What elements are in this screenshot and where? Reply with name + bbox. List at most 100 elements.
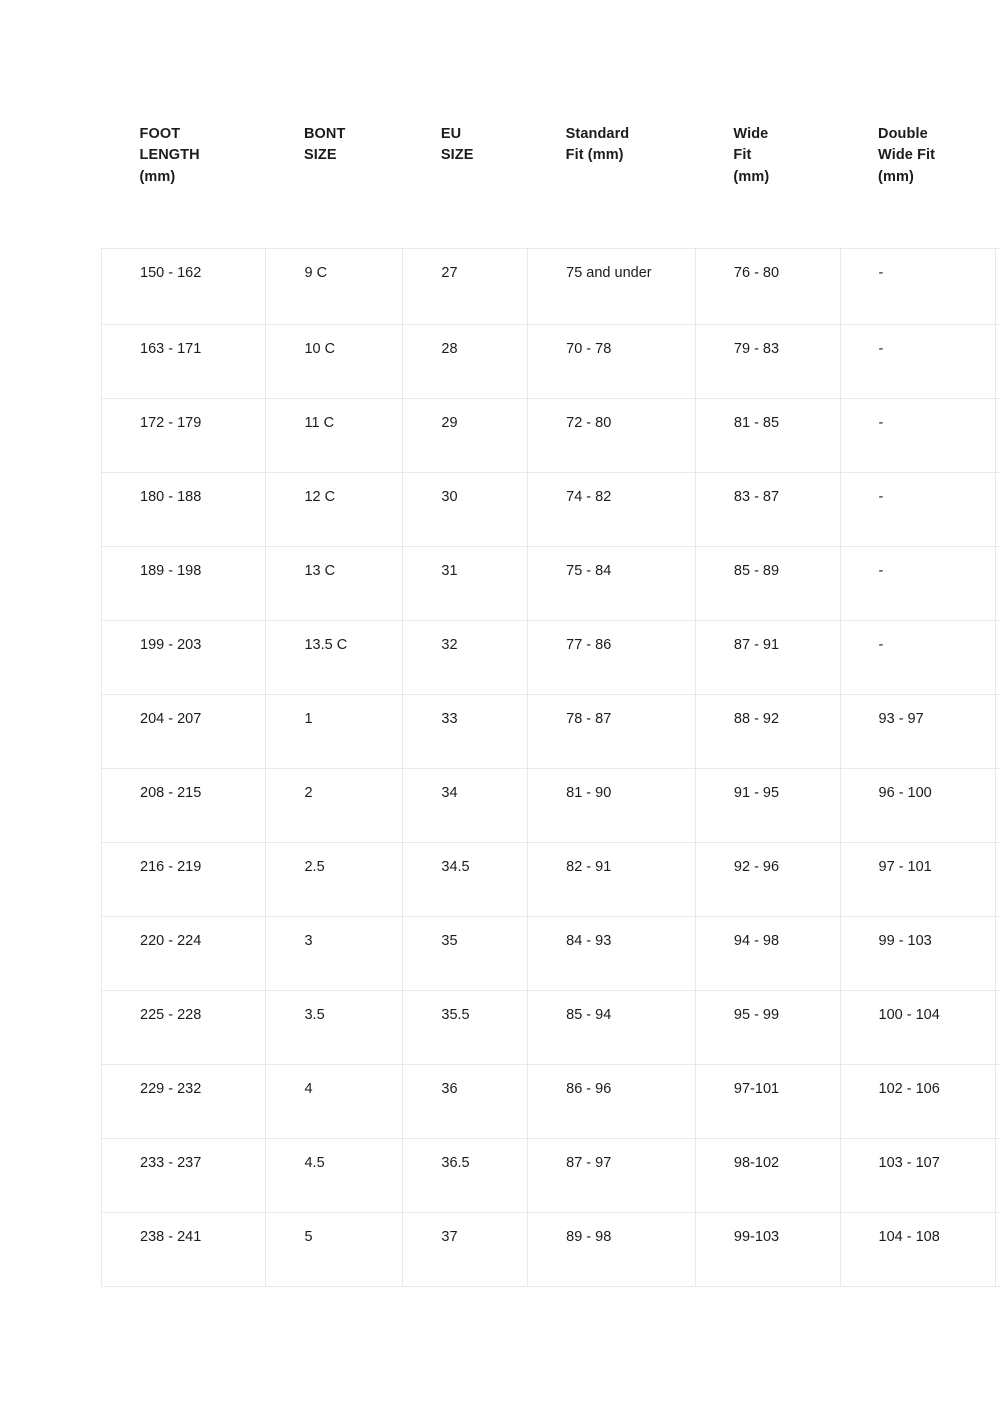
cell-foot_length: 233 - 237 <box>101 1138 267 1213</box>
column-header-line: BONT <box>303 126 346 142</box>
cell-standard_fit: 89 - 98 <box>527 1212 696 1287</box>
cell-bont_size: 3 <box>265 916 404 991</box>
cell-foot_length: 216 - 219 <box>101 842 267 917</box>
cell-narrow_fit: 72 - 76 <box>995 620 1000 695</box>
cell-double_wide_fit: 97 - 101 <box>839 842 997 917</box>
cell-foot_length: 229 - 232 <box>101 1064 267 1139</box>
cell-foot_length: 199 - 203 <box>101 620 267 695</box>
cell-bont_size: 2 <box>265 768 404 843</box>
column-header-narrow-fit: NarrowFit (mm) <box>995 110 1000 249</box>
size-chart-table: FOOT LENGTH (mm) BONT SIZE EU SIZE Standard F… <box>101 110 1000 1287</box>
cell-standard_fit: 86 - 96 <box>527 1064 696 1139</box>
cell-narrow_fit: 68 - 71 <box>995 398 1000 473</box>
cell-narrow_fit: 69 and under <box>995 324 1000 399</box>
column-header-wide-fit: Wide Fit (mm) <box>695 110 841 249</box>
cell-double_wide_fit: - <box>839 546 997 621</box>
header-row: FOOT LENGTH (mm) BONT SIZE EU SIZE Standard F… <box>101 110 1000 249</box>
cell-double_wide_fit: 104 - 108 <box>839 1212 997 1287</box>
cell-foot_length: 238 - 241 <box>101 1212 267 1287</box>
cell-eu_size: 34 <box>402 768 529 843</box>
column-header-standard-fit: Standard Fit (mm) <box>527 110 696 249</box>
cell-bont_size: 4 <box>265 1064 404 1139</box>
cell-double_wide_fit: - <box>839 248 997 325</box>
cell-narrow_fit: 80 - 84 <box>995 990 1000 1065</box>
cell-standard_fit: 74 - 82 <box>527 472 696 547</box>
cell-narrow_fit: 79 - 83 <box>995 916 1000 991</box>
cell-wide_fit: 97-101 <box>694 1064 841 1139</box>
cell-foot_length: 204 - 207 <box>101 694 267 769</box>
column-header-line: (mm) <box>878 168 914 185</box>
column-header-line: Wide <box>733 126 769 142</box>
cell-foot_length: 180 - 188 <box>101 472 267 547</box>
cell-eu_size: 33 <box>402 694 529 769</box>
cell-eu_size: 31 <box>402 546 529 621</box>
cell-wide_fit: 95 - 99 <box>694 990 841 1065</box>
cell-narrow_fit: 82 - 86 <box>995 1064 1000 1139</box>
cell-bont_size: 1 <box>265 694 404 769</box>
column-header-line: FOOT <box>139 126 181 142</box>
cell-double_wide_fit: 93 - 97 <box>839 694 997 769</box>
cell-eu_size: 28 <box>402 324 529 399</box>
column-header-line: LENGTH <box>139 147 200 164</box>
cell-foot_length: 220 - 224 <box>101 916 267 991</box>
cell-double_wide_fit: 99 - 103 <box>839 916 997 991</box>
cell-eu_size: 30 <box>402 472 529 547</box>
size-chart-header: FOOT LENGTH (mm) BONT SIZE EU SIZE Standard F… <box>101 110 1000 249</box>
cell-wide_fit: 79 - 83 <box>694 324 841 399</box>
column-header-line: Double <box>878 126 928 142</box>
cell-standard_fit: 77 - 86 <box>527 620 696 695</box>
column-header-line: Fit (mm) <box>565 147 624 164</box>
cell-bont_size: 4.5 <box>265 1138 404 1213</box>
cell-eu_size: 37 <box>402 1212 529 1287</box>
column-header-line: Standard <box>565 126 630 142</box>
column-header-line: (mm) <box>733 168 770 185</box>
cell-foot_length: 225 - 228 <box>101 990 267 1065</box>
cell-narrow_fit: - <box>995 248 1000 325</box>
cell-double_wide_fit: - <box>839 620 997 695</box>
cell-narrow_fit: 69 - 73 <box>995 472 1000 547</box>
cell-wide_fit: 92 - 96 <box>694 842 841 917</box>
cell-bont_size: 13 C <box>265 546 404 621</box>
cell-bont_size: 13.5 C <box>265 620 404 695</box>
cell-narrow_fit: 73 - 77 <box>995 694 1000 769</box>
cell-narrow_fit: 77 - 81 <box>995 842 1000 917</box>
cell-double_wide_fit: - <box>839 398 997 473</box>
cell-standard_fit: 81 - 90 <box>527 768 696 843</box>
cell-narrow_fit: 82 - 86 <box>995 1138 1000 1213</box>
cell-eu_size: 36 <box>402 1064 529 1139</box>
column-header-line: SIZE <box>440 147 474 164</box>
cell-eu_size: 32 <box>402 620 529 695</box>
cell-eu_size: 36.5 <box>402 1138 529 1213</box>
cell-double_wide_fit: - <box>839 324 997 399</box>
column-header-double-wide-fit: Double Wide Fit (mm) <box>840 110 996 249</box>
cell-wide_fit: 98-102 <box>694 1138 841 1213</box>
cell-standard_fit: 84 - 93 <box>527 916 696 991</box>
cell-foot_length: 189 - 198 <box>101 546 267 621</box>
cell-wide_fit: 76 - 80 <box>694 248 841 325</box>
cell-standard_fit: 75 - 84 <box>527 546 696 621</box>
cell-bont_size: 5 <box>265 1212 404 1287</box>
cell-eu_size: 35 <box>402 916 529 991</box>
cell-standard_fit: 75 and under <box>527 248 696 325</box>
cell-wide_fit: 99-103 <box>694 1212 841 1287</box>
cell-wide_fit: 88 - 92 <box>694 694 841 769</box>
cell-wide_fit: 91 - 95 <box>694 768 841 843</box>
cell-bont_size: 3.5 <box>265 990 404 1065</box>
cell-foot_length: 172 - 179 <box>101 398 267 473</box>
cell-eu_size: 29 <box>402 398 529 473</box>
cell-standard_fit: 78 - 87 <box>527 694 696 769</box>
column-header-line: EU <box>440 126 462 142</box>
cell-narrow_fit: 70 - 74 <box>995 546 1000 621</box>
cell-eu_size: 34.5 <box>402 842 529 917</box>
cell-standard_fit: 72 - 80 <box>527 398 696 473</box>
cell-foot_length: 208 - 215 <box>101 768 267 843</box>
